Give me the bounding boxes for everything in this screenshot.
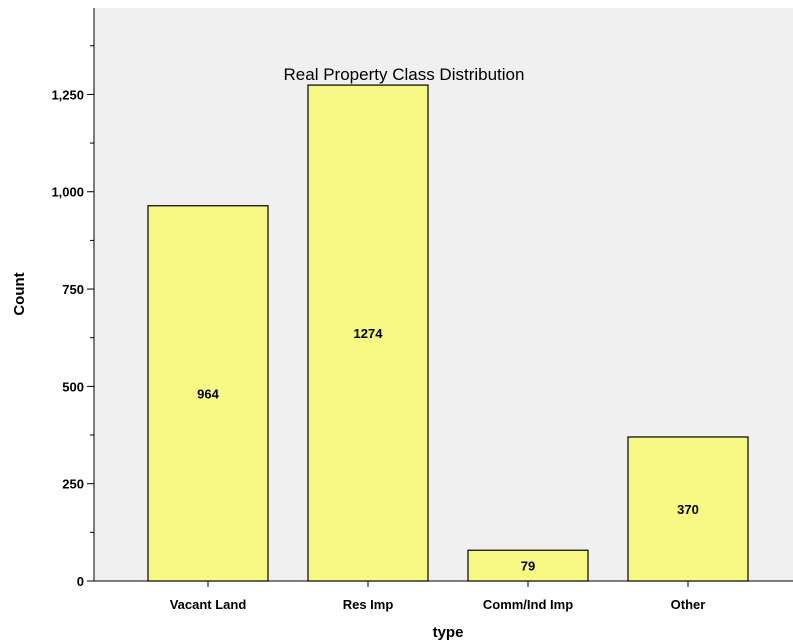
bar-value-label: 964 [197, 386, 219, 401]
bar [627, 436, 749, 582]
x-tick-label: Res Imp [343, 597, 394, 612]
y-tick-label: 750 [62, 282, 84, 297]
bar-value-label: 79 [521, 559, 535, 574]
bar [147, 205, 269, 582]
chart-title: Real Property Class Distribution [284, 65, 525, 84]
bar [307, 84, 429, 582]
y-tick-label: 1,000 [51, 185, 84, 200]
x-axis-ticks: Vacant Land Res Imp Comm/Ind Imp Other [170, 581, 706, 612]
x-tick-label: Comm/Ind Imp [483, 597, 573, 612]
x-tick-label: Vacant Land [170, 597, 247, 612]
bar-value-label: 370 [677, 502, 699, 517]
x-tick-label: Other [671, 597, 706, 612]
y-axis-title: Count [11, 272, 28, 315]
bars: 964 1274 79 370 [147, 84, 749, 582]
bar [467, 549, 589, 582]
y-tick-label: 1,250 [51, 87, 84, 102]
y-tick-label: 500 [62, 379, 84, 394]
x-axis-title: type [433, 624, 464, 641]
y-tick-label: 250 [62, 477, 84, 492]
y-tick-label: 0 [77, 574, 84, 589]
y-axis-ticks: 0 250 500 750 1,000 1,250 [51, 45, 94, 589]
bar-value-label: 1274 [354, 326, 384, 341]
